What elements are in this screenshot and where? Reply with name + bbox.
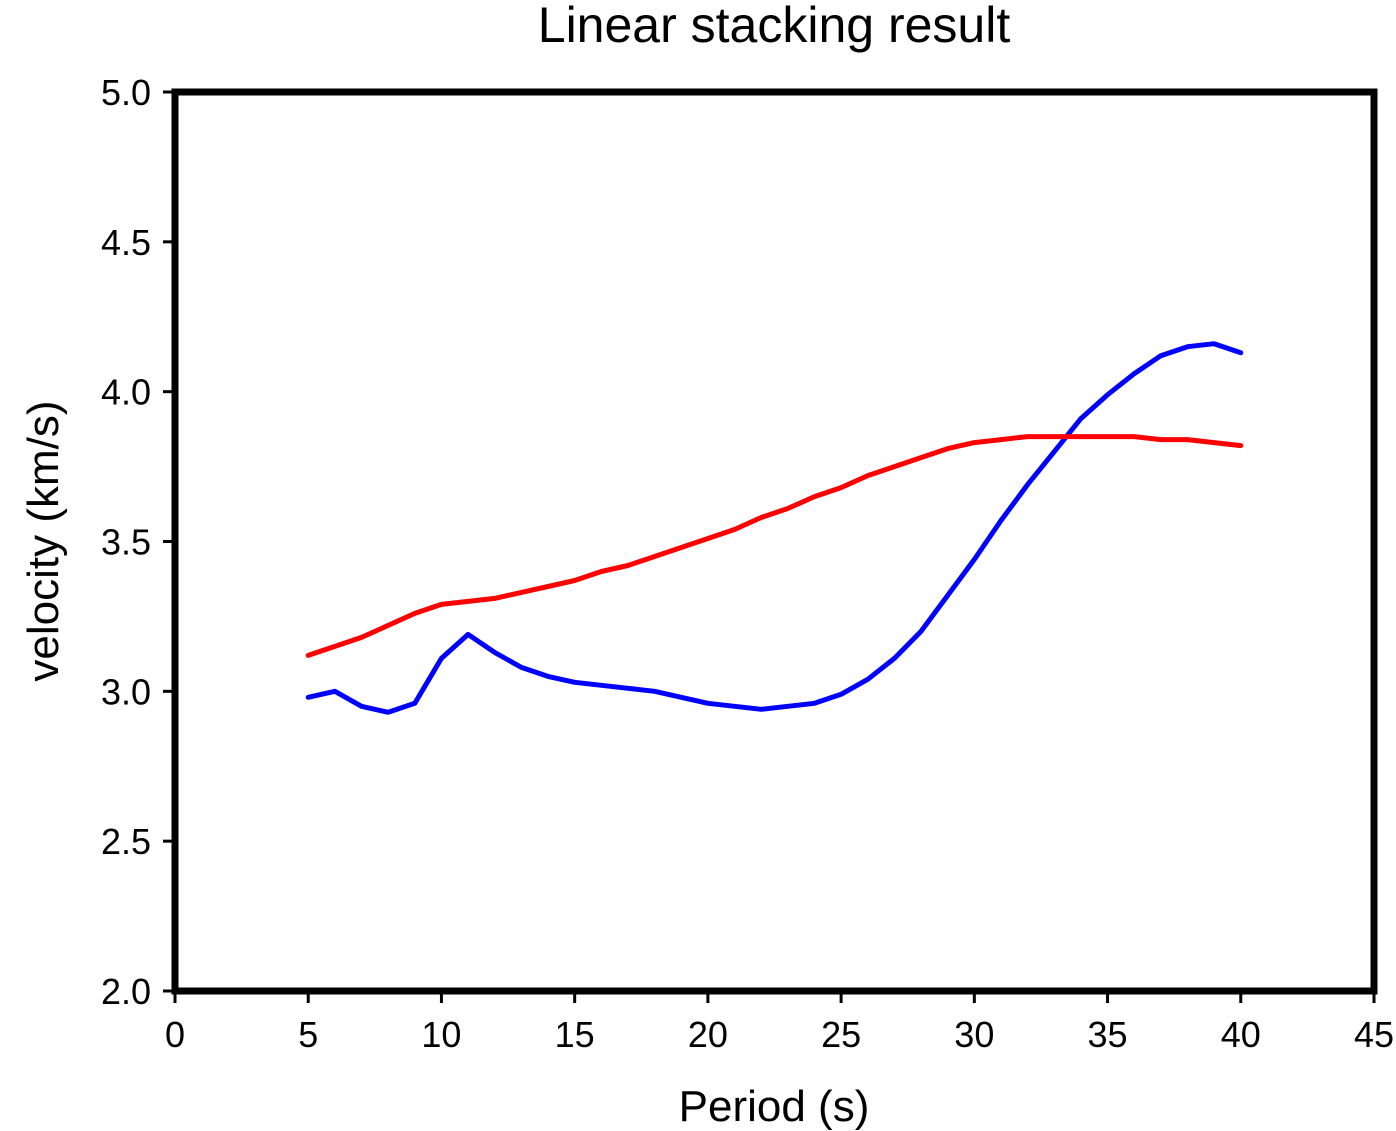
series-line-blue <box>305 341 1244 715</box>
x-tick-label: 20 <box>688 1014 728 1055</box>
y-tick-label: 2.5 <box>101 821 151 862</box>
x-tick-label: 10 <box>421 1014 461 1055</box>
x-tick-label: 0 <box>165 1014 185 1055</box>
x-tick-label: 30 <box>954 1014 994 1055</box>
x-tick-label: 45 <box>1354 1014 1394 1055</box>
x-axis: 0 5 10 15 20 25 30 35 40 45 <box>165 991 1394 1055</box>
x-axis-label: Period (s) <box>679 1082 870 1131</box>
y-tick-label: 2.0 <box>101 971 151 1012</box>
x-tick-label: 15 <box>555 1014 595 1055</box>
y-tick-label: 4.0 <box>101 372 151 413</box>
y-tick-label: 3.5 <box>101 522 151 563</box>
chart-title: Linear stacking result <box>538 0 1011 53</box>
series-group <box>305 341 1244 715</box>
y-tick-label: 5.0 <box>101 72 151 113</box>
y-axis: 2.0 2.5 3.0 3.5 4.0 4.5 5.0 <box>101 72 175 1012</box>
y-tick-label: 4.5 <box>101 222 151 263</box>
x-tick-label: 35 <box>1088 1014 1128 1055</box>
y-tick-label: 3.0 <box>101 671 151 712</box>
x-tick-label: 25 <box>821 1014 861 1055</box>
plot-frame <box>171 88 1378 995</box>
y-axis-label: velocity (km/s) <box>19 400 68 681</box>
x-tick-label: 40 <box>1221 1014 1261 1055</box>
series-line-red <box>305 434 1244 658</box>
x-tick-label: 5 <box>298 1014 318 1055</box>
